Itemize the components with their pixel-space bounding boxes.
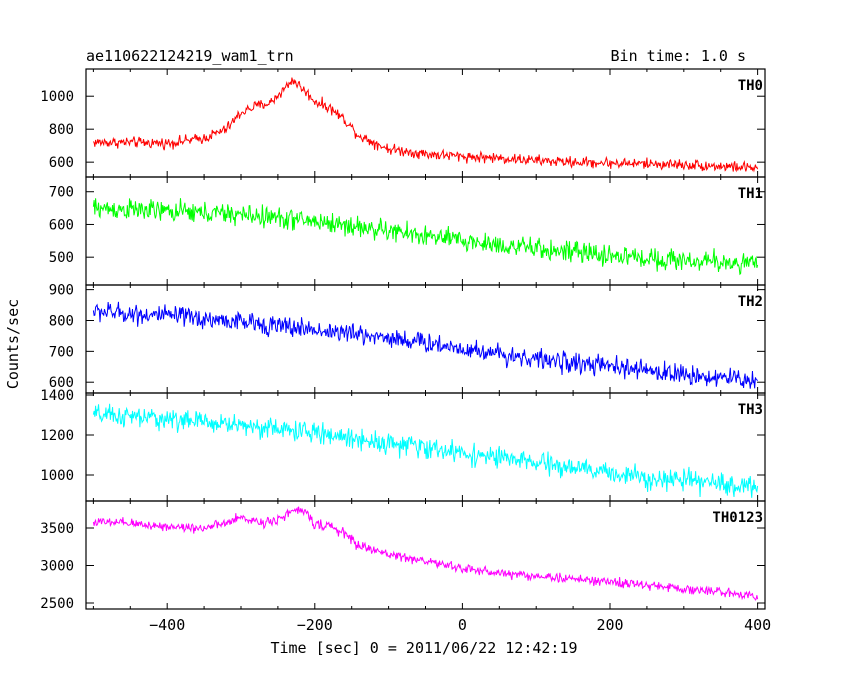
series-line-th3 [92,403,759,498]
y-tick-label: 800 [49,313,74,329]
series-line-th2 [92,301,759,389]
panel-label: TH1 [738,186,763,202]
panel-th3: 1000 1200 1400 TH3 [40,388,766,502]
x-tick-labels: −400 −200 0 200 400 [149,616,771,634]
y-tick-label: 1000 [40,468,74,484]
x-tick-label: 0 [458,616,467,634]
panel-th2: 600 700 800 900 TH2 [49,283,766,394]
y-axis-label: Counts/sec [4,299,22,389]
x-tick-label: −200 [297,616,333,634]
y-tick-label: 700 [49,344,74,360]
panel-th0123: 2500 3000 3500 TH0123 [40,500,766,612]
y-tick-label: 2500 [40,596,74,612]
panel-label: TH0123 [712,510,763,526]
series-line-th0123 [92,506,759,601]
y-tick-label: 800 [49,122,74,138]
x-tick-label: −400 [149,616,185,634]
x-axis-label: Time [sec] 0 = 2011/06/22 12:42:19 [270,639,577,657]
panel-label: TH0 [738,78,763,94]
y-tick-label: 700 [49,185,74,201]
panels-group: 600 800 1000 TH0 500 600 700 TH1 600 700 800 900 TH2… [40,68,766,612]
bin-time-label: Bin time: 1.0 s [611,47,746,65]
y-tick-label: 600 [49,155,74,171]
y-tick-label: 3000 [40,559,74,575]
y-tick-label: 600 [49,375,74,391]
panel-frame [85,500,766,610]
x-tick-label: 200 [596,616,623,634]
panel-label: TH3 [738,402,763,418]
series-line-th1 [92,198,759,276]
panel-th0: 600 800 1000 TH0 [40,68,766,178]
y-tick-label: 3500 [40,521,74,537]
panel-th1: 500 600 700 TH1 [49,176,766,286]
panel-label: TH2 [738,294,763,310]
y-tick-label: 600 [49,217,74,233]
y-tick-label: 900 [49,283,74,299]
y-tick-label: 1200 [40,428,74,444]
y-tick-label: 1000 [40,89,74,105]
panel-frame [85,68,766,178]
chart-title: ae110622124219_wam1_trn [86,47,294,65]
series-line-th0 [92,77,759,173]
y-tick-label: 1400 [40,388,74,404]
y-tick-label: 500 [49,250,74,266]
x-tick-label: 400 [744,616,771,634]
